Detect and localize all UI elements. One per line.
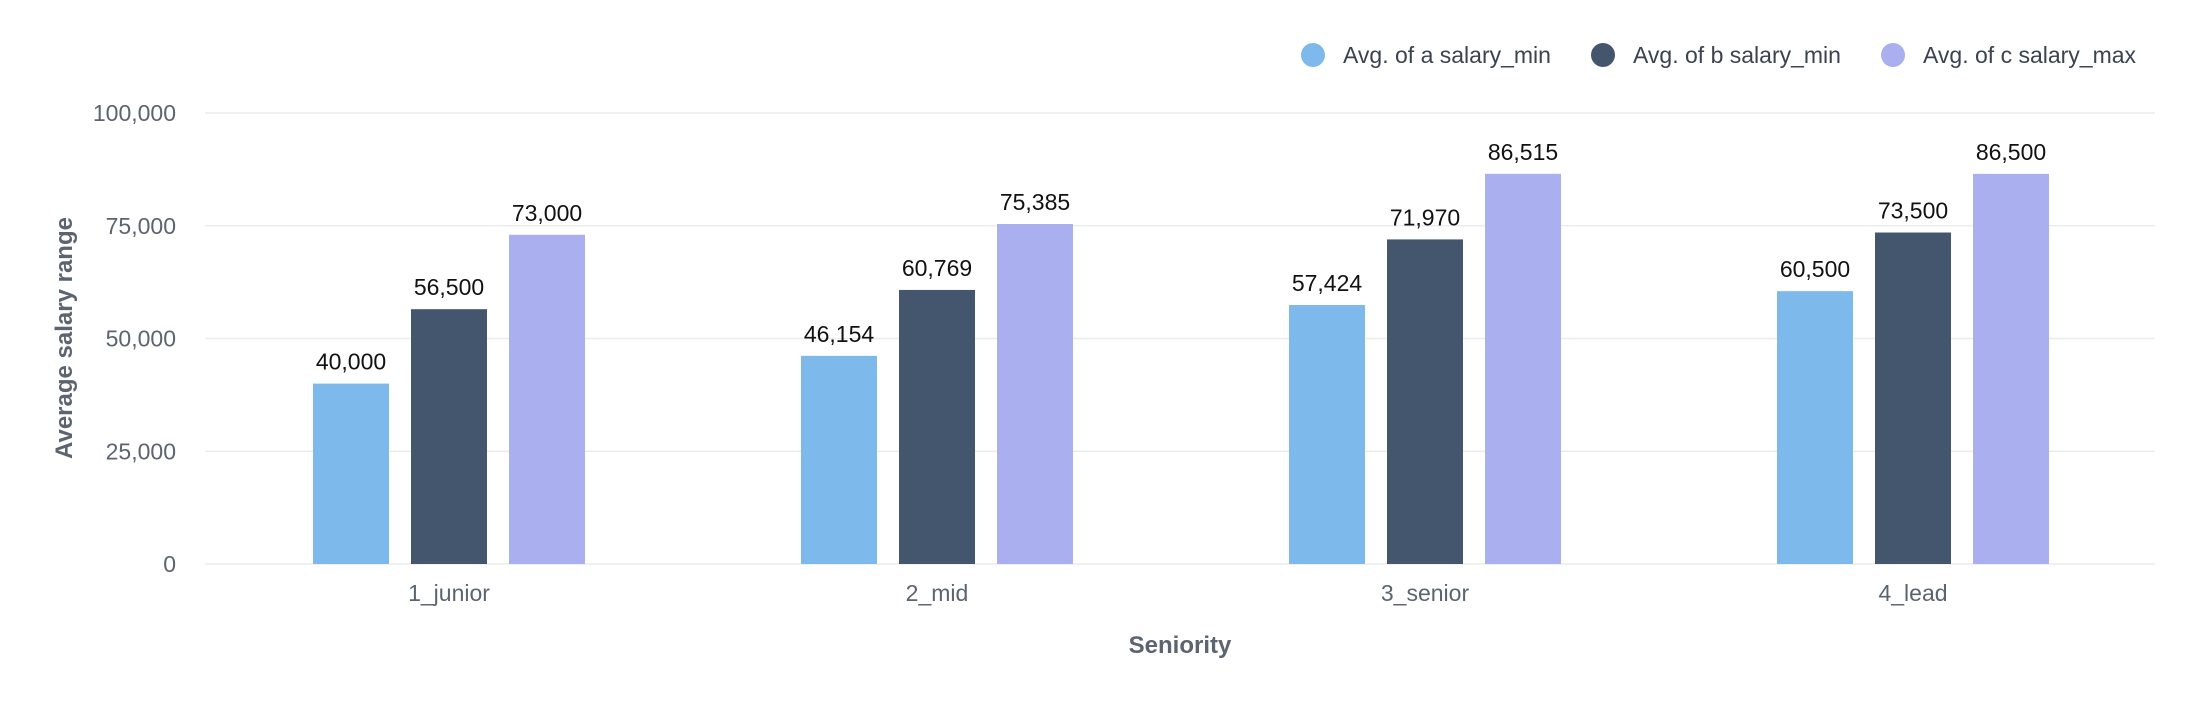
bar[interactable] [509, 234, 585, 564]
x-tick-label: 1_junior [408, 580, 490, 606]
data-labels: 40,000 56,500 73,000 46,154 60,769 75,385 57,4… [316, 139, 2046, 375]
legend-item[interactable]: Avg. of b salary_min [1591, 42, 1841, 68]
legend-swatch-icon [1591, 43, 1615, 67]
legend-item[interactable]: Avg. of c salary_max [1881, 42, 2137, 68]
legend-item[interactable]: Avg. of a salary_min [1301, 42, 1551, 68]
y-axis-ticks: 0 25,000 50,000 75,000 100,000 [93, 100, 176, 577]
x-axis-title: Seniority [1129, 632, 1232, 659]
bar-value-label: 86,515 [1488, 139, 1558, 165]
y-tick-label: 50,000 [106, 326, 176, 352]
bar-value-label: 46,154 [804, 321, 875, 347]
bar-value-label: 75,385 [1000, 189, 1070, 215]
x-tick-label: 4_lead [1878, 580, 1947, 606]
bars [313, 173, 2049, 565]
bar-value-label: 86,500 [1976, 139, 2046, 165]
legend-swatch-icon [1881, 43, 1905, 67]
bar-value-label: 73,500 [1878, 198, 1948, 224]
bar-value-label: 57,424 [1292, 270, 1363, 296]
legend-label: Avg. of a salary_min [1343, 42, 1551, 68]
bar[interactable] [313, 383, 389, 564]
legend: Avg. of a salary_min Avg. of b salary_min… [1301, 42, 2137, 68]
gridlines [205, 112, 2155, 565]
x-tick-label: 2_mid [906, 580, 969, 606]
x-tick-label: 3_senior [1381, 580, 1470, 606]
bar[interactable] [1387, 239, 1463, 565]
bar-value-label: 40,000 [316, 349, 386, 375]
bar[interactable] [1485, 173, 1561, 564]
y-axis-title: Average salary range [51, 217, 78, 459]
bar[interactable] [801, 355, 877, 564]
bar-value-label: 56,500 [414, 274, 484, 300]
bar[interactable] [411, 309, 487, 564]
bar[interactable] [1289, 305, 1365, 564]
x-axis-ticks: 1_junior 2_mid 3_senior 4_lead [408, 580, 1947, 606]
bar[interactable] [997, 224, 1073, 564]
bar[interactable] [1875, 232, 1951, 564]
legend-swatch-icon [1301, 43, 1325, 67]
legend-label: Avg. of b salary_min [1633, 42, 1841, 68]
bar[interactable] [1777, 291, 1853, 564]
legend-label: Avg. of c salary_max [1923, 42, 2137, 68]
bar[interactable] [899, 289, 975, 564]
y-tick-label: 25,000 [106, 438, 176, 464]
bar-value-label: 60,769 [902, 255, 972, 281]
y-tick-label: 0 [163, 551, 176, 577]
bar[interactable] [1973, 173, 2049, 564]
bar-value-label: 73,000 [512, 200, 582, 226]
bar-value-label: 71,970 [1390, 204, 1460, 230]
y-tick-label: 75,000 [106, 213, 176, 239]
y-tick-label: 100,000 [93, 100, 176, 126]
bar-value-label: 60,500 [1780, 256, 1850, 282]
